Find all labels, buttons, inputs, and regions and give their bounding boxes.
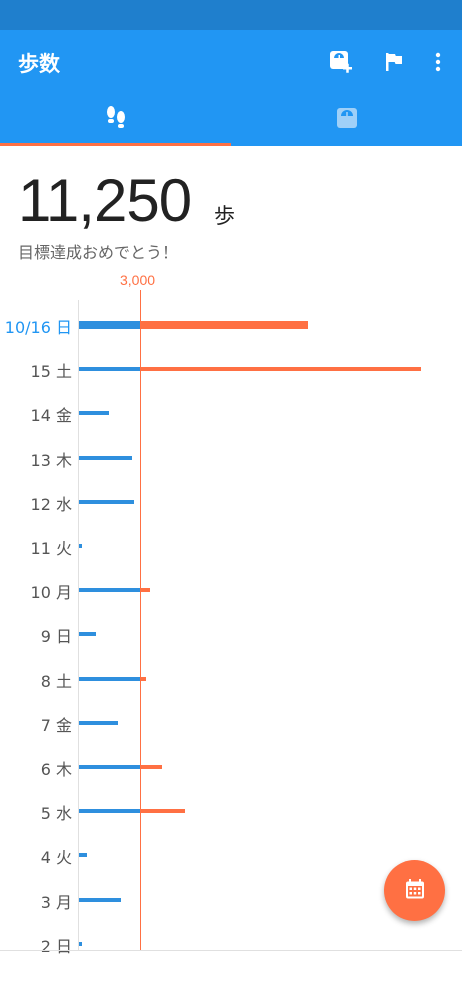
status-bar (0, 0, 462, 30)
flag-icon[interactable] (376, 44, 412, 80)
bar-over-goal[interactable] (140, 321, 308, 329)
app-title: 歩数 (18, 52, 60, 76)
bar-over-goal[interactable] (140, 676, 147, 681)
bar-label: 6 木 (40, 760, 72, 779)
goal-line (140, 290, 141, 950)
bar-label: 13 木 (30, 450, 72, 470)
bar[interactable] (79, 367, 141, 372)
bar-label: 5 水 (40, 804, 72, 824)
steps-chart: 10/16 日 15 土 14 金 13 木 12 水 11 火 10 月 9 日 8 土 7 金… (0, 290, 462, 956)
bar-label: 10/16 日 (4, 318, 72, 337)
bar[interactable] (79, 720, 118, 725)
bar-over-goal[interactable] (140, 367, 421, 372)
bar-over-goal[interactable] (140, 765, 163, 769)
scale-icon (336, 107, 358, 133)
bar[interactable] (79, 588, 141, 593)
bar-label: 10 月 (30, 583, 72, 603)
bar[interactable] (79, 897, 121, 902)
bar-label: 2 日 (40, 936, 72, 956)
bar-label: 8 土 (40, 671, 72, 691)
goal-message: 目標達成おめでとう！ (18, 243, 179, 262)
more-vert-icon[interactable] (420, 44, 456, 80)
steps-count: 11,250 (18, 167, 192, 234)
bar[interactable] (79, 411, 109, 416)
bar-label: 15 土 (30, 362, 72, 382)
goal-label: 3,000 (120, 272, 156, 288)
tab-indicator (0, 143, 231, 146)
steps-unit: 歩 (214, 204, 235, 228)
calendar-button[interactable] (384, 860, 445, 921)
tab-weight[interactable] (231, 94, 462, 146)
bar-label: 12 水 (30, 494, 72, 514)
tab-bar (0, 94, 462, 146)
scale-add-icon[interactable] (323, 44, 359, 80)
bar-label: 3 月 (40, 892, 72, 912)
bar[interactable] (79, 853, 88, 858)
bar[interactable] (79, 765, 141, 769)
bar[interactable] (79, 676, 141, 681)
tab-steps[interactable] (0, 94, 231, 146)
app-bar: 歩数 (0, 30, 462, 94)
bar-label: 7 金 (40, 715, 72, 735)
bar[interactable] (79, 321, 141, 329)
bar-over-goal[interactable] (140, 588, 151, 593)
footsteps-icon (104, 104, 128, 136)
bar[interactable] (79, 499, 134, 504)
bar-label: 11 火 (30, 539, 72, 558)
bottom-divider (0, 950, 462, 951)
bar[interactable] (79, 941, 83, 946)
bar-label: 9 日 (40, 627, 72, 647)
bar-label: 4 火 (40, 848, 72, 868)
calendar-icon (404, 878, 426, 904)
bar[interactable] (79, 632, 97, 637)
bar[interactable] (79, 455, 132, 460)
chart-axis (78, 300, 79, 950)
bar-over-goal[interactable] (140, 809, 185, 814)
bar[interactable] (79, 544, 83, 548)
bar[interactable] (79, 809, 141, 814)
bar-label: 14 金 (30, 406, 72, 426)
